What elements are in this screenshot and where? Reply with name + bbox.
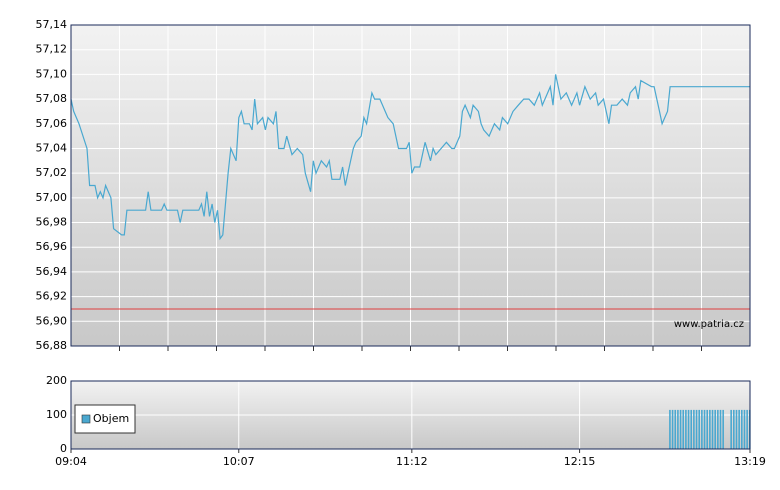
volume-bar: [669, 409, 671, 449]
volume-bar: [741, 409, 743, 449]
volume-bar: [690, 409, 693, 449]
plot-frame: [70, 380, 751, 450]
volume-bar: [743, 409, 746, 449]
volume-bar: [746, 409, 748, 449]
legend-swatch: [81, 414, 91, 424]
y-tick-label: 57,06: [36, 117, 68, 130]
y-tick-label: 56,92: [36, 290, 68, 303]
volume-bar: [730, 409, 732, 449]
volume-bar: [706, 409, 708, 449]
volume-bar: [735, 409, 738, 449]
volume-bar: [687, 409, 690, 449]
y-tick-label: 57,14: [36, 18, 68, 31]
volume-bar: [677, 409, 679, 449]
y-tick-label: 56,98: [36, 216, 68, 229]
y-tick-label: 0: [60, 442, 67, 455]
volume-bar: [693, 409, 695, 449]
y-tick-label: 57,12: [36, 43, 68, 56]
x-tick-label: 10:07: [223, 455, 255, 468]
volume-bar: [701, 409, 703, 449]
volume-bar: [671, 409, 674, 449]
x-tick-label: 12:15: [564, 455, 596, 468]
y-tick-label: 57,00: [36, 191, 68, 204]
volume-bar: [738, 409, 740, 449]
volume-bar: [674, 409, 677, 449]
volume-bar: [679, 409, 682, 449]
volume-bar: [733, 409, 735, 449]
y-tick-label: 56,88: [36, 339, 68, 352]
y-tick-label: 57,04: [36, 141, 68, 154]
y-tick-label: 56,90: [36, 314, 68, 327]
volume-bar: [717, 409, 719, 449]
volume-bar: [722, 409, 724, 449]
x-tick-label: 09:04: [55, 455, 87, 468]
volume-bar: [685, 409, 687, 449]
volume-bar: [695, 409, 698, 449]
x-tick-label: 13:19: [734, 455, 766, 468]
y-tick-label: 56,94: [36, 265, 68, 278]
plot-frame: [70, 24, 751, 347]
volume-bar: [703, 409, 706, 449]
price-line: [70, 74, 750, 241]
volume-bar: [698, 409, 701, 449]
watermark: www.patria.cz: [674, 319, 744, 330]
volume-bar: [709, 409, 711, 449]
y-tick-label: 100: [46, 408, 67, 421]
legend-label: Objem: [93, 412, 129, 425]
y-tick-label: 57,08: [36, 92, 68, 105]
x-tick-label: 11:12: [396, 455, 428, 468]
volume-bar: [711, 409, 714, 449]
y-tick-label: 57,10: [36, 67, 68, 80]
volume-bar: [682, 409, 685, 449]
volume-bar: [714, 409, 716, 449]
y-tick-label: 56,96: [36, 240, 68, 253]
volume-bar: [719, 409, 722, 449]
y-tick-label: 57,02: [36, 166, 68, 179]
y-tick-label: 200: [46, 374, 67, 387]
